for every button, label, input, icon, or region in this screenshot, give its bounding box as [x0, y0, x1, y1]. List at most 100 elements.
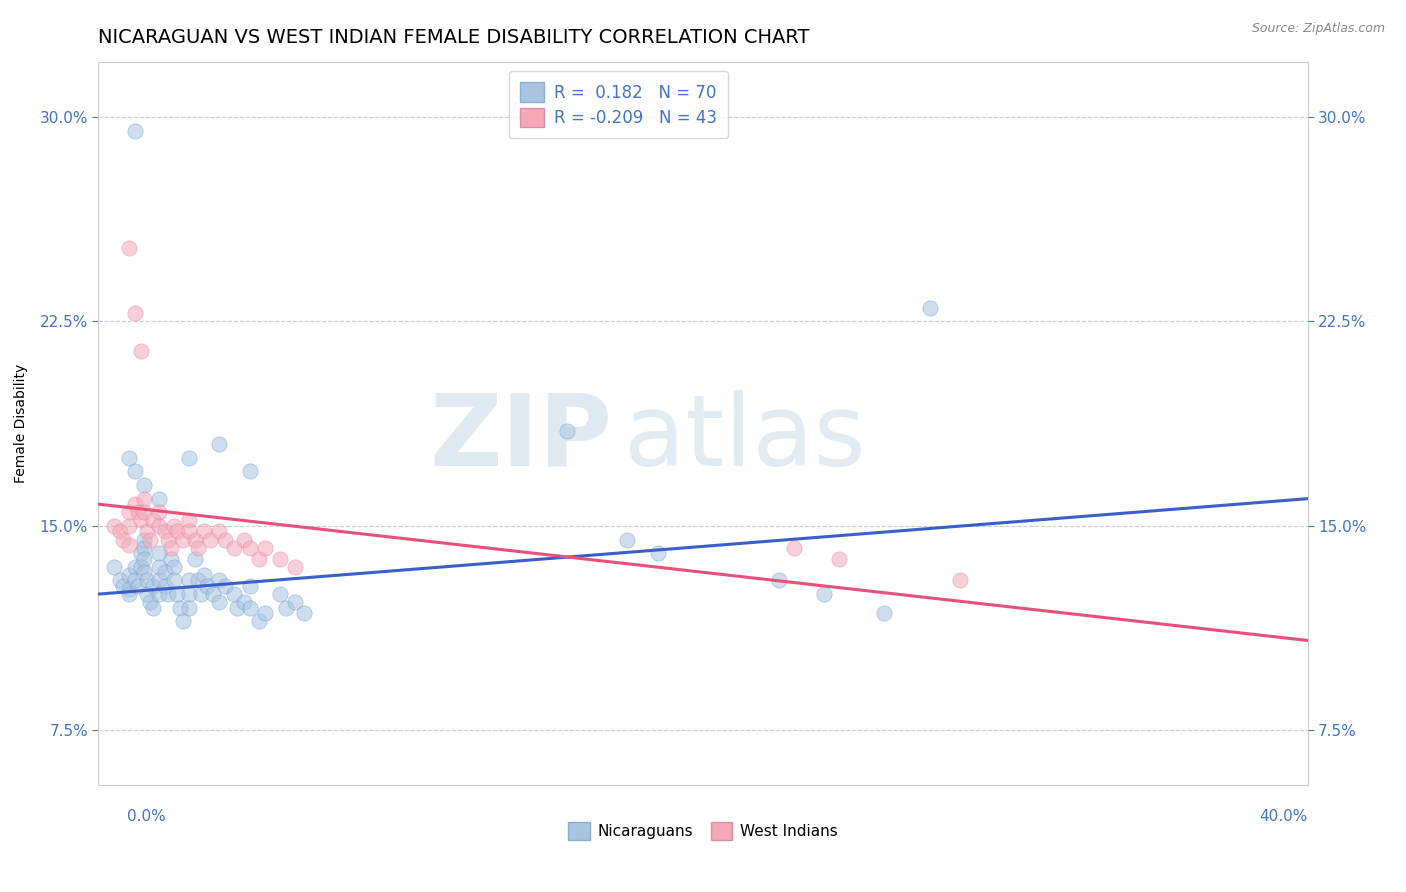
- Point: [148, 491, 170, 506]
- Point: [148, 587, 170, 601]
- Point: [239, 541, 262, 555]
- Point: [148, 574, 170, 588]
- Point: [118, 519, 141, 533]
- Point: [214, 579, 236, 593]
- Point: [142, 579, 165, 593]
- Point: [190, 587, 212, 601]
- Point: [118, 505, 141, 519]
- Point: [193, 568, 215, 582]
- Text: atlas: atlas: [624, 390, 866, 487]
- Point: [224, 587, 246, 601]
- Point: [269, 551, 291, 566]
- Point: [142, 600, 165, 615]
- Point: [184, 551, 207, 566]
- Point: [132, 551, 155, 566]
- Point: [274, 600, 297, 615]
- Point: [156, 533, 179, 547]
- Point: [124, 464, 146, 478]
- Point: [202, 587, 225, 601]
- Point: [153, 579, 176, 593]
- Point: [208, 574, 231, 588]
- Point: [160, 551, 183, 566]
- Point: [208, 524, 231, 539]
- Point: [118, 450, 141, 465]
- Point: [169, 600, 191, 615]
- Point: [153, 566, 176, 580]
- Point: [813, 587, 835, 601]
- Point: [179, 574, 201, 588]
- Point: [129, 344, 152, 359]
- Point: [142, 514, 165, 528]
- Point: [129, 514, 152, 528]
- Point: [153, 524, 176, 539]
- Point: [187, 574, 209, 588]
- Point: [135, 524, 157, 539]
- Point: [647, 546, 669, 560]
- Text: Source: ZipAtlas.com: Source: ZipAtlas.com: [1251, 22, 1385, 36]
- Point: [166, 524, 188, 539]
- Point: [163, 519, 186, 533]
- Point: [135, 574, 157, 588]
- Point: [118, 241, 141, 255]
- Point: [124, 559, 146, 574]
- Point: [135, 587, 157, 601]
- Point: [166, 587, 188, 601]
- Point: [160, 541, 183, 555]
- Point: [253, 606, 276, 620]
- Point: [187, 541, 209, 555]
- Point: [828, 551, 851, 566]
- Point: [127, 579, 149, 593]
- Legend: Nicaraguans, West Indians: Nicaraguans, West Indians: [562, 816, 844, 846]
- Point: [148, 519, 170, 533]
- Point: [269, 587, 291, 601]
- Point: [108, 574, 131, 588]
- Point: [129, 559, 152, 574]
- Point: [195, 579, 218, 593]
- Point: [224, 541, 246, 555]
- Point: [124, 123, 146, 137]
- Point: [111, 533, 134, 547]
- Y-axis label: Female Disability: Female Disability: [14, 364, 28, 483]
- Point: [111, 579, 134, 593]
- Point: [239, 600, 262, 615]
- Point: [103, 559, 125, 574]
- Point: [163, 574, 186, 588]
- Point: [132, 541, 155, 555]
- Point: [163, 559, 186, 574]
- Point: [247, 551, 270, 566]
- Point: [118, 587, 141, 601]
- Point: [226, 600, 249, 615]
- Point: [616, 533, 638, 547]
- Point: [132, 478, 155, 492]
- Point: [179, 450, 201, 465]
- Point: [139, 595, 162, 609]
- Point: [148, 559, 170, 574]
- Point: [232, 595, 254, 609]
- Point: [292, 606, 315, 620]
- Point: [918, 301, 941, 315]
- Point: [132, 491, 155, 506]
- Point: [239, 464, 262, 478]
- Point: [179, 514, 201, 528]
- Point: [253, 541, 276, 555]
- Point: [172, 615, 194, 629]
- Point: [132, 505, 155, 519]
- Point: [555, 424, 578, 438]
- Point: [118, 582, 141, 596]
- Point: [129, 546, 152, 560]
- Text: NICARAGUAN VS WEST INDIAN FEMALE DISABILITY CORRELATION CHART: NICARAGUAN VS WEST INDIAN FEMALE DISABIL…: [98, 28, 810, 47]
- Point: [132, 533, 155, 547]
- Point: [873, 606, 896, 620]
- Text: ZIP: ZIP: [429, 390, 613, 487]
- Point: [949, 574, 972, 588]
- Point: [783, 541, 806, 555]
- Point: [239, 579, 262, 593]
- Point: [118, 568, 141, 582]
- Point: [179, 524, 201, 539]
- Point: [179, 600, 201, 615]
- Point: [132, 566, 155, 580]
- Point: [172, 533, 194, 547]
- Point: [193, 524, 215, 539]
- Point: [284, 559, 307, 574]
- Point: [768, 574, 790, 588]
